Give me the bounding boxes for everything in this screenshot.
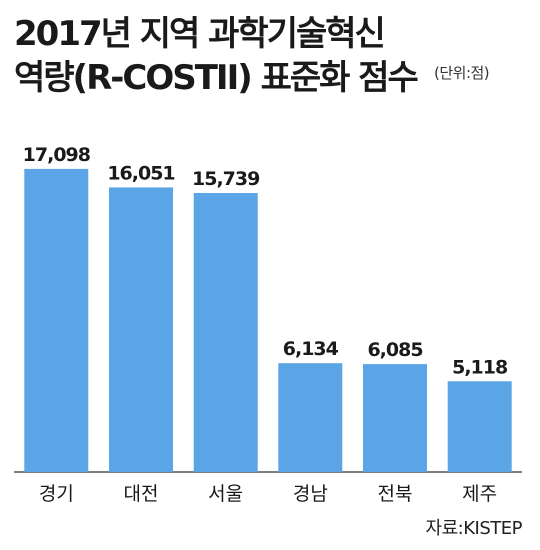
chart-title-line-1: 2017년 지역 과학기술혁신 <box>14 14 386 54</box>
category-label-3: 서울 <box>208 483 243 505</box>
value-label-6: 5,118 <box>452 356 508 378</box>
bar-5 <box>363 364 427 472</box>
value-label-5: 6,085 <box>367 339 422 361</box>
category-label-2: 대전 <box>124 483 159 505</box>
bar-3 <box>193 193 258 472</box>
category-label-5: 전북 <box>378 483 413 505</box>
chart-title-line-2: 역량(R-COSTII) 표준화 점수 <box>14 58 419 98</box>
value-label-4: 6,134 <box>283 338 339 360</box>
value-label-3: 15,739 <box>192 168 259 190</box>
source-label: 자료:KISTEP <box>425 518 523 539</box>
category-label-4: 경남 <box>293 483 328 505</box>
bar-6 <box>447 381 512 472</box>
value-label-1: 17,098 <box>23 144 91 166</box>
value-label-2: 16,051 <box>107 162 174 184</box>
bar-4 <box>278 363 343 472</box>
bar-2 <box>109 187 173 472</box>
category-label-6: 제주 <box>462 483 497 505</box>
bar-1 <box>24 168 89 472</box>
unit-label: (단위:점) <box>434 64 490 82</box>
category-label-1: 경기 <box>39 483 74 505</box>
